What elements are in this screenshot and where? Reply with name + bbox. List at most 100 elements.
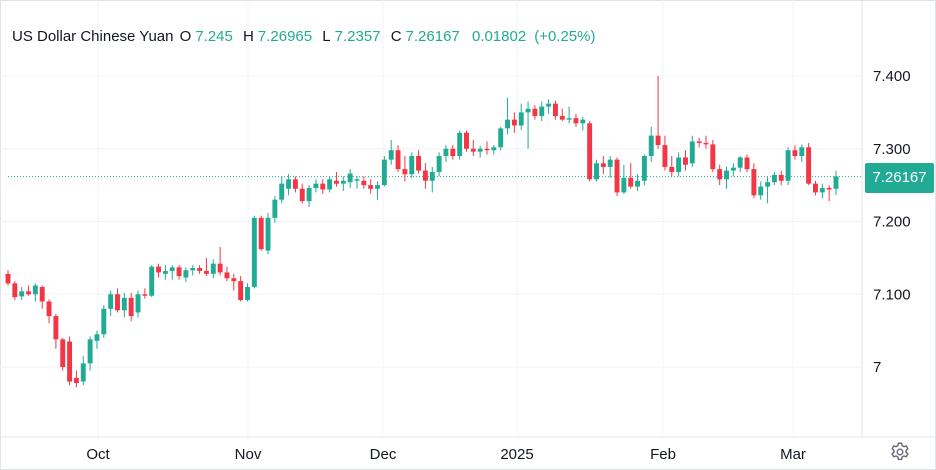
- symbol-legend: US Dollar Chinese Yuan O 7.245 H 7.26965 L…: [12, 28, 599, 45]
- y-tick-label: 7.100: [873, 286, 911, 303]
- candle-body: [46, 301, 52, 317]
- time-axis[interactable]: Oct Nov Dec 2025 Feb Mar: [86, 446, 806, 463]
- candle-body: [689, 141, 695, 164]
- candle-body: [669, 166, 675, 173]
- candle-body: [771, 174, 777, 183]
- candle: [594, 159, 599, 182]
- candle: [286, 174, 292, 196]
- close-label: C: [390, 28, 402, 45]
- candle-body: [737, 157, 743, 168]
- candle: [744, 154, 750, 173]
- candle-body: [826, 188, 832, 190]
- candle: [238, 276, 244, 302]
- candle-body: [156, 266, 162, 273]
- candle-body: [361, 180, 367, 186]
- candle-body: [402, 169, 408, 175]
- candle-body: [135, 294, 141, 313]
- candle: [662, 135, 668, 171]
- candle: [156, 263, 162, 278]
- candle-body: [101, 308, 107, 335]
- candle-body: [395, 150, 401, 170]
- candle: [306, 185, 312, 207]
- candle: [217, 246, 223, 276]
- candle-body: [422, 170, 428, 181]
- candle-body: [751, 169, 757, 196]
- candle-body: [806, 147, 812, 184]
- candle: [368, 179, 374, 194]
- candle-body: [470, 148, 476, 152]
- candle: [67, 336, 73, 386]
- y-tick-label: 7.400: [873, 68, 911, 85]
- candle-body: [183, 270, 189, 278]
- candle: [806, 142, 812, 186]
- candle: [648, 126, 654, 162]
- candle-body: [518, 112, 524, 126]
- candle: [121, 292, 127, 318]
- candle-body: [696, 141, 702, 143]
- candle-body: [648, 135, 654, 157]
- candle-body: [39, 286, 45, 302]
- price-axis[interactable]: 7.400 7.300 7.200 7.100 7: [873, 68, 911, 376]
- candle-body: [381, 159, 387, 186]
- candle: [128, 292, 134, 322]
- candle: [347, 169, 353, 189]
- candle-body: [594, 163, 599, 180]
- candle-body: [53, 316, 59, 340]
- candle-body: [765, 182, 771, 187]
- candle: [511, 112, 517, 133]
- candle-body: [333, 180, 339, 184]
- candle: [395, 145, 401, 173]
- gear-icon[interactable]: [889, 441, 911, 463]
- candle-body: [115, 294, 120, 311]
- candles: [5, 76, 839, 388]
- y-tick-label: 7.300: [873, 141, 911, 158]
- candle-body: [724, 170, 729, 180]
- candle-body: [484, 148, 490, 151]
- candle: [792, 145, 798, 160]
- candle: [32, 283, 38, 302]
- candle-body: [94, 334, 100, 341]
- candle-body: [491, 147, 497, 151]
- candle-body: [799, 147, 805, 157]
- candle-body: [354, 179, 360, 181]
- candle: [669, 156, 675, 177]
- candle: [826, 185, 832, 202]
- candle: [176, 265, 182, 280]
- candle-body: [108, 294, 114, 309]
- candle: [108, 290, 114, 317]
- candle-body: [587, 123, 593, 180]
- candle: [162, 265, 168, 280]
- candle: [470, 140, 476, 157]
- candle-body: [477, 148, 483, 152]
- candle: [751, 163, 757, 199]
- candle-body: [621, 177, 627, 193]
- candle-body: [778, 174, 784, 181]
- candle-body: [265, 217, 271, 251]
- candle: [641, 154, 647, 186]
- candle-body: [388, 150, 394, 160]
- candle: [491, 145, 497, 155]
- candle: [614, 157, 620, 197]
- candle: [183, 267, 189, 282]
- candle: [279, 176, 285, 204]
- candle-body: [573, 118, 579, 124]
- candle: [525, 101, 531, 149]
- candle: [142, 288, 148, 299]
- candle: [785, 147, 791, 186]
- candle-body: [607, 159, 613, 167]
- candle-body: [87, 339, 93, 364]
- candle: [450, 145, 456, 160]
- candle: [457, 130, 463, 160]
- candle: [498, 126, 504, 151]
- candle: [587, 121, 593, 182]
- candle-body: [340, 180, 346, 184]
- candle-body: [457, 132, 463, 157]
- candle-body: [498, 128, 504, 148]
- x-tick-label: Oct: [86, 446, 110, 463]
- candle-body: [628, 177, 634, 187]
- candle-body: [552, 103, 558, 117]
- candle: [464, 130, 469, 152]
- candle-body: [238, 281, 244, 301]
- candle: [361, 176, 367, 189]
